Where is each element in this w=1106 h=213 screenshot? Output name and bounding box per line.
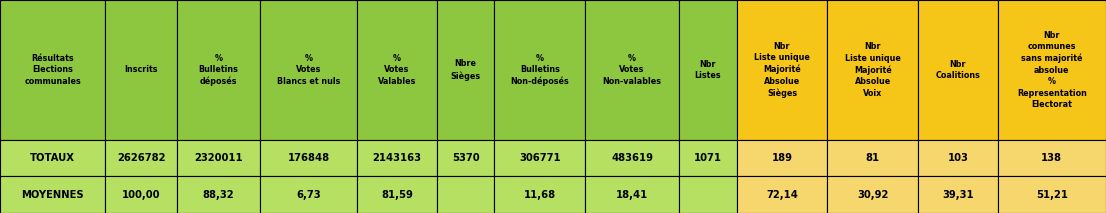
Text: %
Bulletins
déposés: % Bulletins déposés [198, 54, 239, 86]
Text: 30,92: 30,92 [857, 190, 888, 200]
Text: %
Bulletins
Non-déposés: % Bulletins Non-déposés [510, 54, 570, 86]
Text: Nbr
communes
sans majorité
absolue
%
Representation
Electorat: Nbr communes sans majorité absolue % Rep… [1016, 31, 1087, 109]
Bar [105, 140, 177, 176]
Text: %
Votes
Non-valables: % Votes Non-valables [603, 54, 661, 86]
Bar [177, 0, 260, 140]
Bar [0, 0, 105, 140]
Text: 11,68: 11,68 [523, 190, 556, 200]
Bar [0, 140, 105, 176]
Text: 72,14: 72,14 [766, 190, 797, 200]
Bar [357, 0, 437, 140]
Text: 2320011: 2320011 [195, 153, 242, 163]
Bar [918, 140, 998, 176]
Text: 1071: 1071 [693, 153, 722, 163]
Bar [998, 176, 1106, 213]
Bar [494, 0, 585, 140]
Bar [585, 176, 679, 213]
Text: Nbr
Listes: Nbr Listes [695, 60, 721, 80]
Text: %
Votes
Valables: % Votes Valables [378, 54, 416, 86]
Bar [105, 176, 177, 213]
Text: Nbre
Sièges: Nbre Sièges [450, 59, 481, 81]
Bar [737, 176, 827, 213]
Bar [494, 176, 585, 213]
Text: 81: 81 [866, 153, 879, 163]
Bar [177, 140, 260, 176]
Bar [357, 140, 437, 176]
Bar [177, 176, 260, 213]
Bar [998, 140, 1106, 176]
Bar [494, 140, 585, 176]
Bar [827, 0, 918, 140]
Bar [679, 0, 737, 140]
Bar [918, 176, 998, 213]
Text: Nbr
Coalitions: Nbr Coalitions [936, 60, 980, 80]
Bar [260, 140, 357, 176]
Bar [437, 140, 494, 176]
Bar [679, 176, 737, 213]
Bar [918, 0, 998, 140]
Text: 306771: 306771 [519, 153, 561, 163]
Text: MOYENNES: MOYENNES [21, 190, 84, 200]
Bar [827, 176, 918, 213]
Text: 81,59: 81,59 [382, 190, 413, 200]
Bar [737, 0, 827, 140]
Text: TOTAUX: TOTAUX [30, 153, 75, 163]
Bar [737, 140, 827, 176]
Bar [585, 0, 679, 140]
Text: Nbr
Liste unique
Majorité
Absolue
Voix: Nbr Liste unique Majorité Absolue Voix [845, 42, 900, 98]
Text: 6,73: 6,73 [296, 190, 321, 200]
Bar [998, 0, 1106, 140]
Text: 5370: 5370 [452, 153, 479, 163]
Text: 103: 103 [948, 153, 968, 163]
Text: Résultats
Elections
communales: Résultats Elections communales [24, 54, 81, 86]
Text: 18,41: 18,41 [616, 190, 648, 200]
Bar [260, 176, 357, 213]
Text: 483619: 483619 [612, 153, 653, 163]
Text: 100,00: 100,00 [122, 190, 160, 200]
Text: Nbr
Liste unique
Majorité
Absolue
Sièges: Nbr Liste unique Majorité Absolue Sièges [754, 42, 810, 98]
Text: 39,31: 39,31 [942, 190, 973, 200]
Bar [437, 0, 494, 140]
Bar [0, 176, 105, 213]
Bar [105, 0, 177, 140]
Text: 88,32: 88,32 [202, 190, 234, 200]
Text: Inscrits: Inscrits [124, 65, 158, 75]
Text: 176848: 176848 [288, 153, 330, 163]
Text: 51,21: 51,21 [1036, 190, 1067, 200]
Text: 2143163: 2143163 [373, 153, 421, 163]
Bar [679, 140, 737, 176]
Text: %
Votes
Blancs et nuls: % Votes Blancs et nuls [276, 54, 341, 86]
Bar [260, 0, 357, 140]
Text: 189: 189 [772, 153, 792, 163]
Bar [827, 140, 918, 176]
Text: 2626782: 2626782 [117, 153, 165, 163]
Bar [357, 176, 437, 213]
Text: 138: 138 [1042, 153, 1062, 163]
Bar [437, 176, 494, 213]
Bar [585, 140, 679, 176]
